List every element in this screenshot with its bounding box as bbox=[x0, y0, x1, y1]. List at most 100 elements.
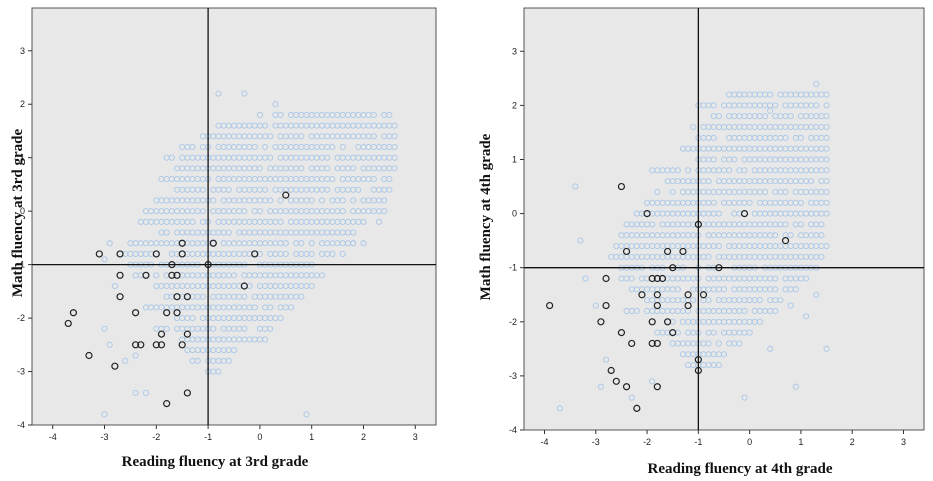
highlighted-point bbox=[617, 329, 626, 337]
data-point bbox=[710, 329, 717, 336]
highlighted-point bbox=[157, 341, 166, 349]
highlighted-point bbox=[648, 274, 656, 283]
data-point bbox=[256, 208, 263, 215]
data-point bbox=[767, 345, 774, 352]
highlighted-point bbox=[602, 274, 610, 283]
data-point bbox=[782, 134, 789, 141]
data-point bbox=[818, 221, 825, 228]
y-tick-label: -1 bbox=[17, 260, 25, 270]
data-point bbox=[787, 302, 794, 309]
highlighted-point bbox=[628, 339, 636, 348]
data-point bbox=[241, 208, 248, 215]
data-point bbox=[823, 113, 830, 120]
data-point bbox=[277, 111, 284, 118]
data-point bbox=[391, 143, 398, 151]
data-point bbox=[251, 143, 258, 151]
y-tick-label: -4 bbox=[17, 420, 25, 430]
plot-area bbox=[31, 7, 437, 426]
data-point bbox=[386, 186, 393, 193]
data-point bbox=[277, 197, 284, 204]
data-point bbox=[669, 188, 676, 195]
data-point bbox=[710, 156, 717, 163]
data-point bbox=[101, 256, 108, 263]
data-point bbox=[792, 383, 799, 390]
data-point bbox=[690, 297, 697, 304]
data-point bbox=[122, 357, 129, 364]
data-point bbox=[674, 167, 681, 174]
x-tick-label: 2 bbox=[850, 437, 855, 447]
highlighted-point bbox=[622, 247, 631, 256]
data-point bbox=[303, 411, 310, 418]
data-point bbox=[746, 199, 753, 206]
data-point bbox=[772, 275, 779, 282]
y-tick-label: 3 bbox=[20, 46, 25, 56]
highlighted-point bbox=[602, 301, 610, 310]
highlighted-point bbox=[781, 237, 790, 245]
data-point bbox=[350, 165, 357, 172]
highlighted-point bbox=[669, 329, 677, 337]
data-point bbox=[572, 183, 579, 190]
data-point bbox=[230, 272, 238, 279]
highlighted-point bbox=[607, 366, 615, 375]
data-point bbox=[767, 107, 774, 114]
data-point bbox=[649, 378, 656, 385]
data-point bbox=[705, 178, 712, 185]
data-point bbox=[324, 186, 331, 193]
data-point bbox=[813, 80, 820, 87]
x-tick-label: -3 bbox=[592, 437, 600, 447]
highlighted-point bbox=[663, 318, 672, 326]
data-point bbox=[782, 221, 789, 228]
highlighted-point bbox=[183, 330, 191, 338]
highlighted-point bbox=[679, 247, 687, 256]
data-point bbox=[308, 282, 315, 290]
x-tick-label: 2 bbox=[361, 432, 366, 442]
y-tick-label: 0 bbox=[512, 209, 517, 219]
data-point bbox=[153, 272, 160, 279]
highlighted-point bbox=[638, 291, 646, 299]
cloud-points bbox=[101, 90, 398, 418]
data-point bbox=[720, 286, 728, 293]
y-tick-label: 2 bbox=[512, 100, 517, 110]
data-point bbox=[189, 218, 196, 225]
data-point bbox=[215, 368, 222, 375]
data-point bbox=[308, 197, 315, 204]
data-point bbox=[267, 197, 274, 204]
data-point bbox=[101, 325, 108, 332]
data-point bbox=[823, 345, 830, 352]
data-point bbox=[375, 218, 383, 225]
data-point bbox=[101, 411, 108, 418]
data-point bbox=[823, 102, 830, 109]
data-point bbox=[339, 197, 346, 204]
x-tick-label: -4 bbox=[541, 437, 549, 447]
highlighted-point bbox=[282, 191, 290, 199]
data-point bbox=[225, 229, 232, 236]
data-point bbox=[287, 304, 295, 311]
highlighted-point bbox=[152, 250, 160, 258]
data-point bbox=[715, 243, 722, 250]
highlighted-points bbox=[546, 182, 790, 412]
data-point bbox=[797, 134, 804, 141]
data-point bbox=[391, 154, 398, 161]
data-point bbox=[628, 275, 635, 282]
data-point bbox=[772, 286, 779, 293]
data-point bbox=[225, 186, 232, 193]
highlighted-point bbox=[157, 330, 166, 338]
data-point bbox=[772, 307, 779, 315]
data-point bbox=[329, 176, 336, 183]
x-tick-label: -2 bbox=[643, 437, 651, 447]
data-point bbox=[106, 341, 113, 348]
y-tick-label: -1 bbox=[509, 263, 517, 273]
data-point bbox=[241, 293, 248, 300]
cloud-points bbox=[556, 80, 830, 412]
data-point bbox=[256, 111, 263, 118]
data-point bbox=[582, 275, 589, 282]
y-tick-label: 0 bbox=[20, 206, 25, 216]
highlighted-point bbox=[251, 250, 259, 258]
highlighted-point bbox=[663, 247, 672, 256]
data-point bbox=[823, 243, 830, 250]
data-point bbox=[210, 197, 217, 204]
data-point bbox=[329, 143, 336, 151]
highlighted-point bbox=[653, 274, 661, 283]
data-point bbox=[267, 325, 274, 332]
data-point bbox=[339, 250, 346, 257]
